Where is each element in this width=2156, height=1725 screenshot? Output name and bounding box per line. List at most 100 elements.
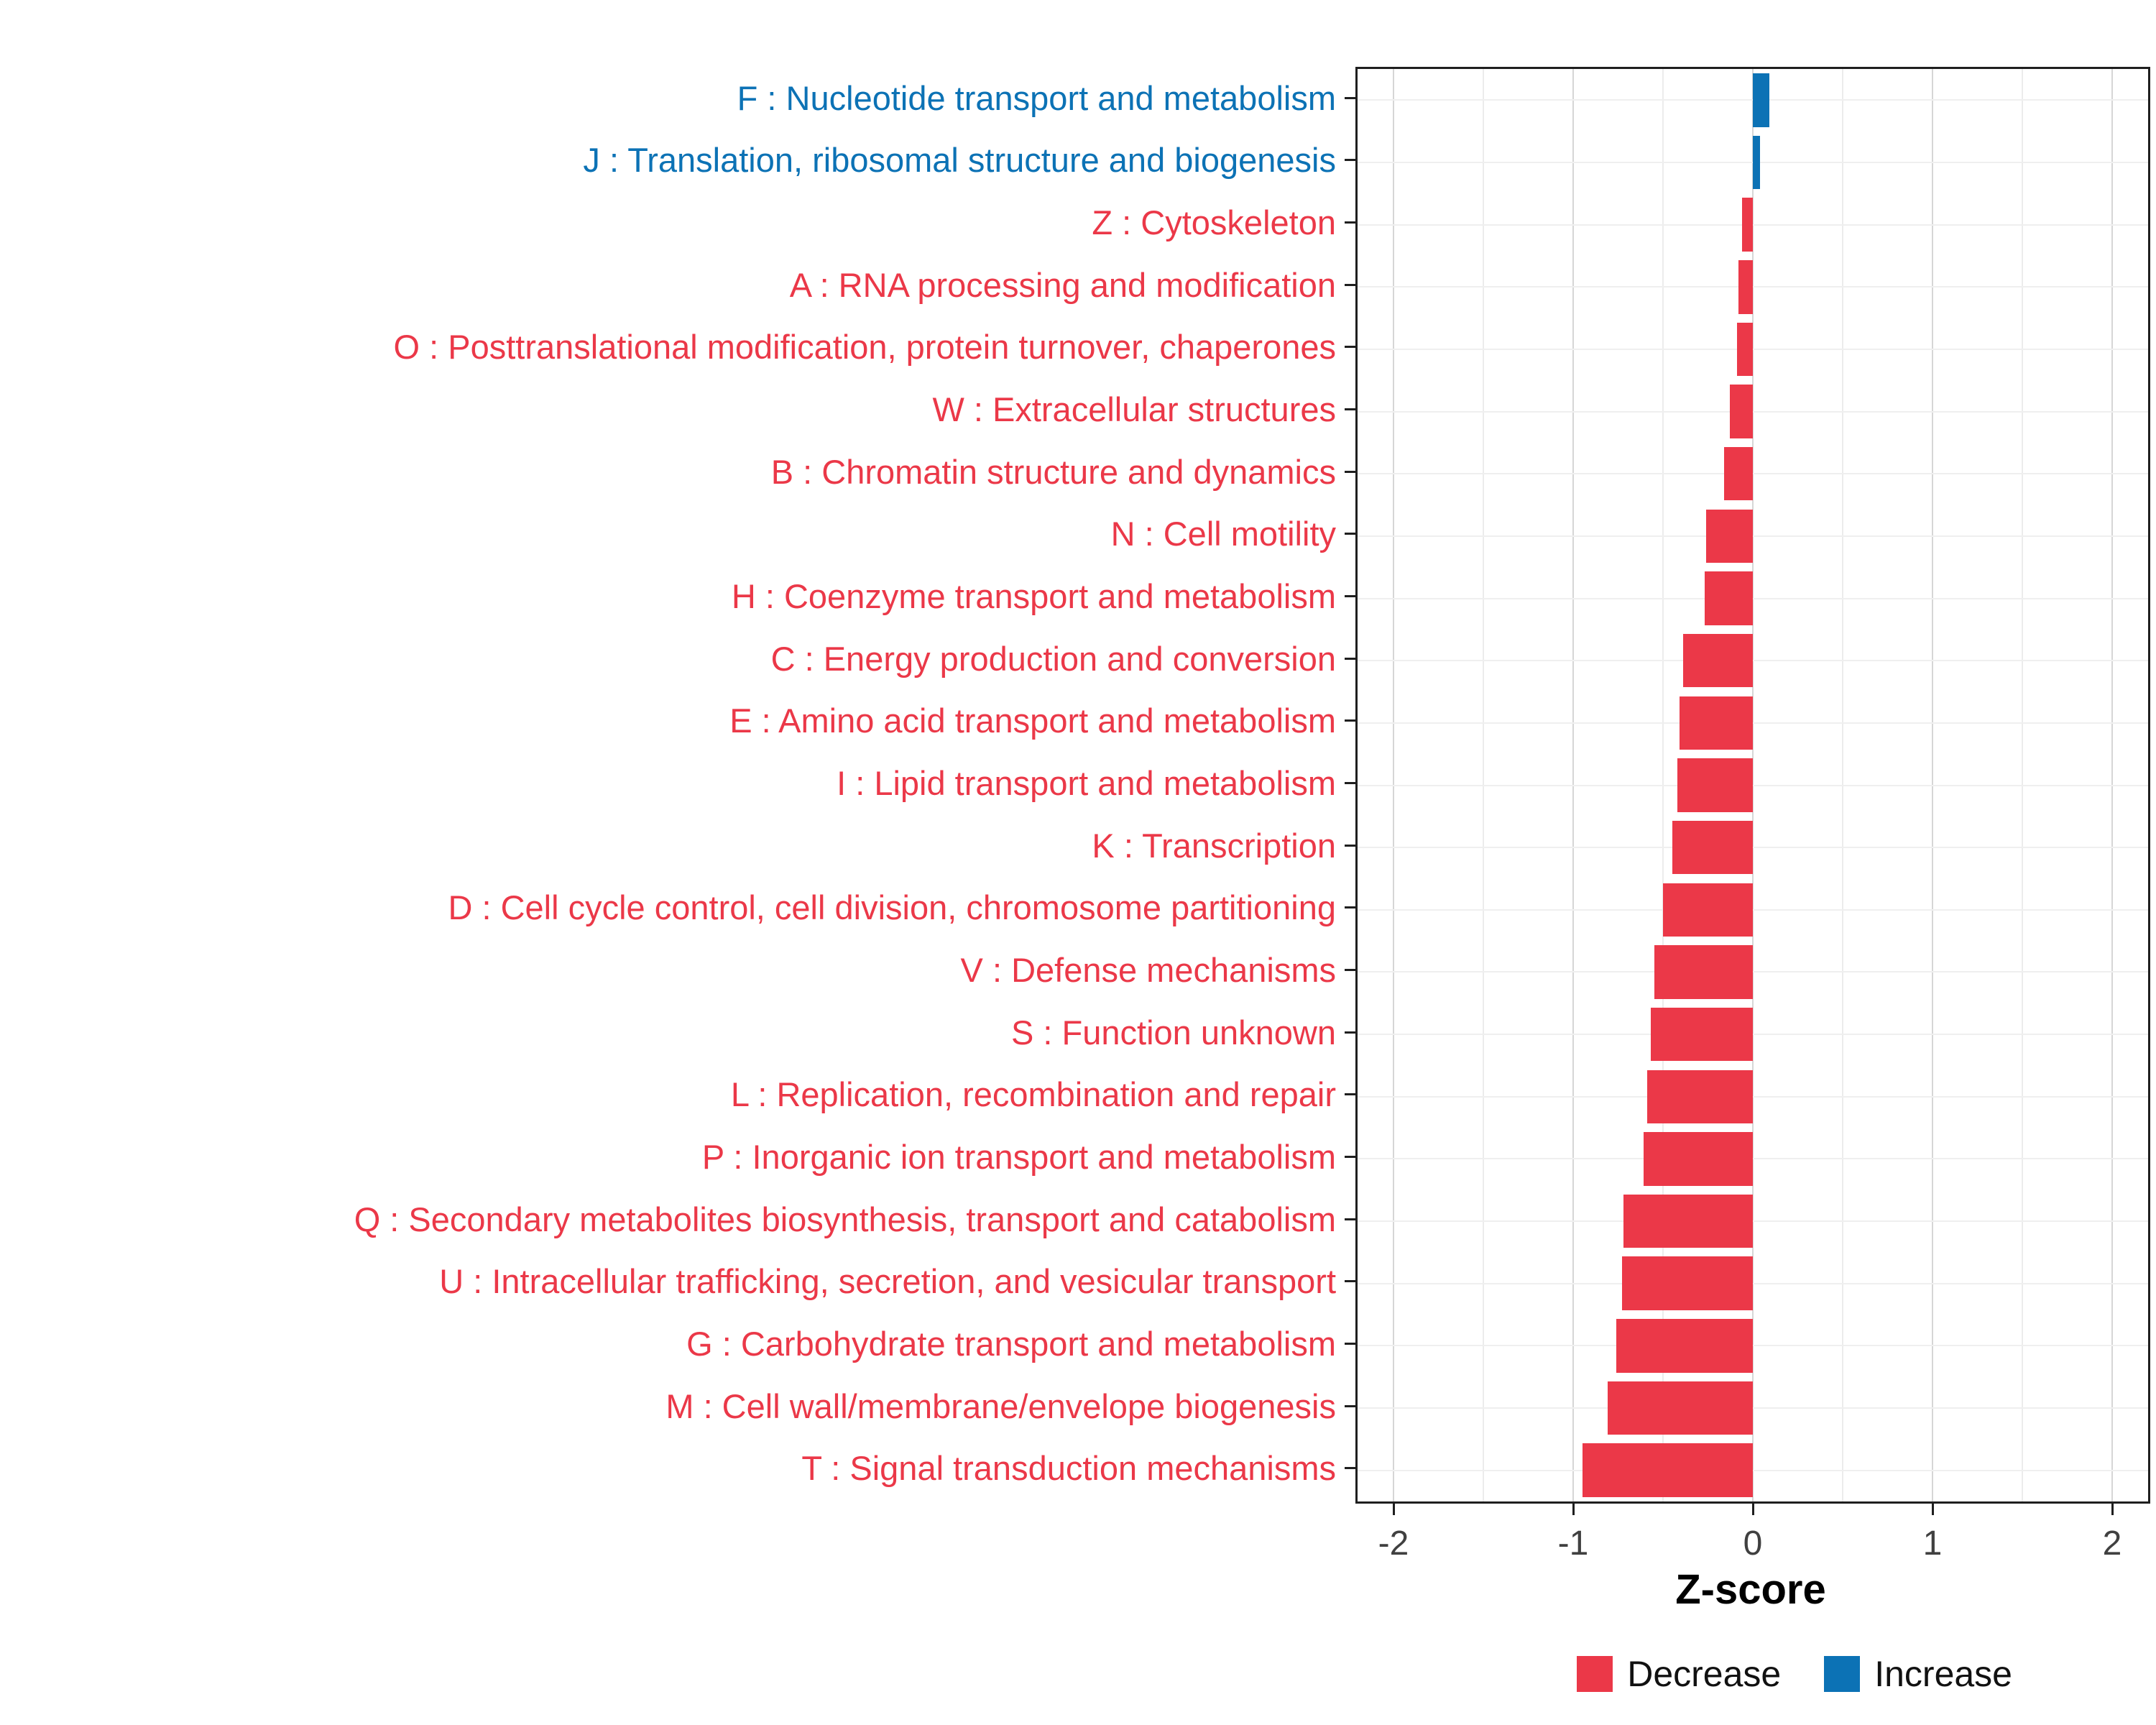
y-axis-labels: F : Nucleotide transport and metabolism J… bbox=[0, 67, 1355, 1499]
bar-h bbox=[1704, 571, 1753, 625]
category-label: Q : Secondary metabolites biosynthesis, … bbox=[354, 1200, 1336, 1238]
y-tick-mark bbox=[1345, 657, 1355, 660]
gridline-horizontal bbox=[1358, 784, 2148, 786]
gridline-horizontal bbox=[1358, 722, 2148, 724]
category-label: D : Cell cycle control, cell division, c… bbox=[448, 888, 1336, 927]
y-tick-mark bbox=[1345, 719, 1355, 722]
category-label: B : Chromatin structure and dynamics bbox=[770, 452, 1336, 491]
category-row: M : Cell wall/membrane/envelope biogenes… bbox=[0, 1375, 1355, 1438]
category-label: K : Transcription bbox=[1092, 826, 1336, 865]
legend-item-increase: Increase bbox=[1824, 1653, 2012, 1695]
category-label: W : Extracellular structures bbox=[932, 390, 1336, 429]
y-tick-mark bbox=[1345, 781, 1355, 784]
y-tick-mark bbox=[1345, 844, 1355, 847]
x-tick-mark bbox=[1751, 1504, 1754, 1515]
y-tick-mark bbox=[1345, 533, 1355, 535]
category-label: T : Signal transduction mechanisms bbox=[801, 1449, 1336, 1488]
bar-c bbox=[1682, 633, 1753, 688]
category-label: C : Energy production and conversion bbox=[770, 639, 1336, 678]
y-tick-mark bbox=[1345, 346, 1355, 349]
category-row: Q : Secondary metabolites biosynthesis, … bbox=[0, 1188, 1355, 1251]
y-tick-mark bbox=[1345, 1093, 1355, 1096]
category-label: H : Coenzyme transport and metabolism bbox=[731, 577, 1336, 616]
bar-o bbox=[1736, 322, 1753, 377]
category-row: S : Function unknown bbox=[0, 1001, 1355, 1064]
x-tick-mark bbox=[1392, 1504, 1395, 1515]
legend-label-decrease: Decrease bbox=[1627, 1654, 1782, 1694]
gridline-horizontal bbox=[1358, 908, 2148, 911]
category-label: I : Lipid transport and metabolism bbox=[837, 763, 1336, 802]
x-tick-label: -1 bbox=[1557, 1524, 1589, 1563]
x-tick-mark bbox=[1572, 1504, 1575, 1515]
y-tick-mark bbox=[1345, 221, 1355, 224]
category-row: I : Lipid transport and metabolism bbox=[0, 752, 1355, 814]
category-label: F : Nucleotide transport and metabolism bbox=[737, 78, 1336, 117]
y-tick-mark bbox=[1345, 1155, 1355, 1158]
category-row: H : Coenzyme transport and metabolism bbox=[0, 565, 1355, 627]
y-tick-mark bbox=[1345, 906, 1355, 909]
bar-e bbox=[1679, 696, 1753, 750]
category-row: F : Nucleotide transport and metabolism bbox=[0, 67, 1355, 129]
category-row: V : Defense mechanisms bbox=[0, 939, 1355, 1001]
y-tick-mark bbox=[1345, 1031, 1355, 1034]
category-label: G : Carbohydrate transport and metabolis… bbox=[686, 1324, 1336, 1363]
decrease-swatch-icon bbox=[1577, 1656, 1613, 1692]
bar-a bbox=[1738, 260, 1753, 314]
plot-panel-inner bbox=[1358, 69, 2148, 1501]
category-row: O : Posttranslational modification, prot… bbox=[0, 316, 1355, 379]
gridline-horizontal bbox=[1358, 1095, 2148, 1098]
category-label: N : Cell motility bbox=[1110, 515, 1336, 553]
category-label: A : RNA processing and modification bbox=[789, 265, 1336, 304]
bar-q bbox=[1623, 1194, 1753, 1248]
x-tick-label: 2 bbox=[2102, 1524, 2122, 1563]
category-label: P : Inorganic ion transport and metaboli… bbox=[701, 1137, 1336, 1176]
bar-d bbox=[1663, 883, 1753, 937]
category-row: Z : Cytoskeleton bbox=[0, 191, 1355, 254]
category-row: D : Cell cycle control, cell division, c… bbox=[0, 876, 1355, 939]
category-row: U : Intracellular trafficking, secretion… bbox=[0, 1250, 1355, 1312]
category-label: E : Amino acid transport and metabolism bbox=[729, 702, 1336, 740]
gridline-horizontal bbox=[1358, 660, 2148, 662]
y-tick-mark bbox=[1345, 408, 1355, 411]
category-label: O : Posttranslational modification, prot… bbox=[393, 328, 1336, 367]
bar-m bbox=[1607, 1381, 1753, 1435]
bar-g bbox=[1616, 1319, 1753, 1373]
gridline-horizontal bbox=[1358, 286, 2148, 288]
category-label: S : Function unknown bbox=[1011, 1013, 1336, 1052]
bar-p bbox=[1643, 1132, 1753, 1186]
bar-f bbox=[1753, 73, 1769, 127]
x-axis-title: Z-score bbox=[1675, 1566, 1826, 1613]
category-row: G : Carbohydrate transport and metabolis… bbox=[0, 1312, 1355, 1375]
bar-j bbox=[1753, 135, 1760, 190]
gridline-horizontal bbox=[1358, 597, 2148, 599]
bar-i bbox=[1677, 758, 1753, 812]
y-tick-mark bbox=[1345, 96, 1355, 99]
bar-l bbox=[1646, 1070, 1753, 1124]
gridline-horizontal bbox=[1358, 1220, 2148, 1223]
y-tick-mark bbox=[1345, 283, 1355, 286]
category-row: A : RNA processing and modification bbox=[0, 254, 1355, 316]
category-row: L : Replication, recombination and repai… bbox=[0, 1063, 1355, 1126]
gridline-horizontal bbox=[1358, 224, 2148, 226]
bar-w bbox=[1729, 385, 1753, 438]
gridline-horizontal bbox=[1358, 1158, 2148, 1160]
category-row: W : Extracellular structures bbox=[0, 378, 1355, 441]
category-label: U : Intracellular trafficking, secretion… bbox=[439, 1262, 1336, 1301]
category-row: T : Signal transduction mechanisms bbox=[0, 1437, 1355, 1499]
plot-panel bbox=[1355, 67, 2150, 1504]
y-tick-mark bbox=[1345, 1404, 1355, 1407]
category-label: M : Cell wall/membrane/envelope biogenes… bbox=[665, 1386, 1336, 1425]
gridline-horizontal bbox=[1358, 847, 2148, 849]
category-row: P : Inorganic ion transport and metaboli… bbox=[0, 1126, 1355, 1188]
gridline-horizontal bbox=[1358, 1345, 2148, 1347]
legend: Decrease Increase bbox=[1577, 1653, 2012, 1695]
bar-s bbox=[1650, 1007, 1753, 1062]
y-tick-mark bbox=[1345, 1218, 1355, 1220]
increase-swatch-icon bbox=[1824, 1656, 1861, 1692]
category-label: V : Defense mechanisms bbox=[960, 950, 1336, 989]
gridline-horizontal bbox=[1358, 535, 2148, 537]
y-tick-mark bbox=[1345, 470, 1355, 473]
x-tick-mark bbox=[1931, 1504, 1934, 1515]
x-tick-mark bbox=[2111, 1504, 2114, 1515]
